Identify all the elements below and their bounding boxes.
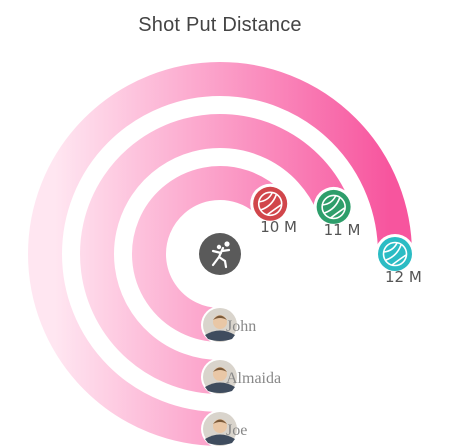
category-label: John bbox=[226, 318, 256, 335]
volleyball-icon[interactable] bbox=[250, 183, 291, 224]
chart-title: Shot Put Distance bbox=[138, 14, 302, 36]
radial-bar-joe[interactable] bbox=[28, 62, 412, 446]
markers-layer: 12 M Joe 11 M Almaida 10 M John bbox=[201, 183, 422, 447]
volleyball-icon[interactable] bbox=[313, 186, 354, 227]
volleyball-icon[interactable] bbox=[375, 234, 415, 274]
bars-layer bbox=[28, 62, 412, 446]
radial-bar-john[interactable] bbox=[132, 166, 283, 342]
category-label: Almaida bbox=[226, 370, 281, 387]
radial-bar-almaida[interactable] bbox=[80, 114, 350, 394]
end-value-label: 10 M bbox=[260, 218, 297, 236]
shot-put-athlete-icon bbox=[211, 241, 231, 269]
category-label: Joe bbox=[226, 422, 247, 439]
end-value-label: 12 M bbox=[385, 268, 422, 286]
center-icon-group bbox=[199, 233, 241, 275]
end-value-label: 11 M bbox=[324, 221, 361, 239]
person-avatar-icon[interactable] bbox=[201, 410, 239, 447]
person-avatar-icon[interactable] bbox=[201, 358, 239, 396]
person-avatar-icon[interactable] bbox=[201, 306, 239, 344]
